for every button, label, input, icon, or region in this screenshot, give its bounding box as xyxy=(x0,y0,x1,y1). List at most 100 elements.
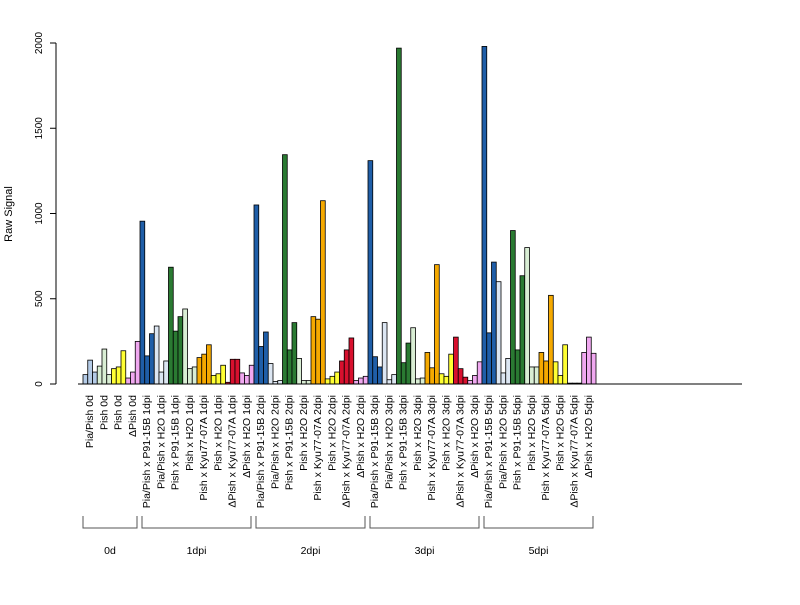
x-tick-label: Pia/Pish x H2O 5dpi xyxy=(497,395,509,489)
bar xyxy=(134,340,141,385)
bar xyxy=(210,375,217,385)
bar xyxy=(115,366,122,385)
bar xyxy=(220,364,226,385)
bar xyxy=(548,294,554,385)
x-tick-label: Pish x P91-15B 2dpi xyxy=(284,395,296,490)
bar xyxy=(172,330,179,385)
bar xyxy=(391,374,397,385)
bar xyxy=(286,349,293,385)
bar xyxy=(101,348,108,385)
bar xyxy=(396,47,402,385)
bars xyxy=(82,46,597,385)
bar xyxy=(377,366,383,385)
bar xyxy=(315,318,321,385)
bar xyxy=(130,371,136,385)
bar xyxy=(329,375,336,385)
group-bracket xyxy=(82,516,138,529)
bar xyxy=(206,344,212,385)
bar xyxy=(552,361,559,385)
bar xyxy=(510,230,516,385)
bar xyxy=(248,364,255,385)
bar xyxy=(586,336,592,385)
bar xyxy=(467,380,473,385)
bar xyxy=(324,378,331,385)
x-tick-label: Pish x P91-15B 1dpi xyxy=(170,395,182,490)
y-tick-label: 1500 xyxy=(34,117,45,140)
bar xyxy=(562,344,568,385)
x-tick-label: Pish x H2O 5dpi xyxy=(554,395,566,471)
bar xyxy=(82,374,89,385)
bar xyxy=(419,377,426,385)
bar xyxy=(320,200,326,385)
bar xyxy=(524,247,530,385)
y-tick-label: 1000 xyxy=(34,202,45,225)
bar xyxy=(505,358,511,385)
y-tick-label: 500 xyxy=(34,290,45,307)
bar xyxy=(187,368,193,385)
bar xyxy=(590,352,597,385)
x-tick-label: Pish x H2O 3dpi xyxy=(412,395,424,471)
x-tick-label: ΔPish 0d xyxy=(127,395,139,437)
bar xyxy=(410,327,416,385)
x-tick-label: ΔPish x H2O 1dpi xyxy=(241,395,253,478)
bar xyxy=(305,380,312,385)
group-label: 3dpi xyxy=(415,545,435,557)
bar xyxy=(92,371,98,385)
x-tick-label: Pia/Pish x H2O 1dpi xyxy=(155,395,167,489)
bar xyxy=(453,336,459,385)
x-tick-label: Pish 0d xyxy=(98,395,110,430)
bar xyxy=(310,316,317,385)
bar xyxy=(267,363,274,385)
bar xyxy=(111,368,117,385)
bar xyxy=(201,353,207,385)
x-tick-label: Pish x H2O 1dpi xyxy=(184,395,196,471)
bar xyxy=(139,220,146,385)
x-tick-label: Pish 0d xyxy=(113,395,125,430)
bar xyxy=(448,353,454,385)
bar xyxy=(500,372,507,385)
x-tick-label: Pia/Pish x P91-15B 2dpi xyxy=(255,395,267,508)
bar xyxy=(381,322,388,385)
y-tick-label: 2000 xyxy=(34,31,45,54)
x-tick-label: ΔPish x Kyu77-07A 1dpi xyxy=(227,395,239,508)
bar xyxy=(277,380,283,385)
bar xyxy=(191,366,198,385)
bar xyxy=(120,350,127,385)
x-tick-label: Pish x P91-15B 3dpi xyxy=(398,395,410,490)
bar xyxy=(557,375,564,385)
x-tick-label: Pia/Pish x P91-15B 1dpi xyxy=(141,395,153,508)
bar xyxy=(196,357,203,385)
x-tick-label: Pia/Pish x H2O 3dpi xyxy=(383,395,395,489)
x-tick-label: Pish x Kyu77-07A 2dpi xyxy=(312,395,324,501)
bar xyxy=(495,281,502,385)
bar xyxy=(581,352,587,385)
bar xyxy=(486,332,492,385)
bar xyxy=(476,361,483,385)
bar xyxy=(529,366,535,385)
group-bracket xyxy=(483,516,594,529)
bar xyxy=(125,377,131,385)
x-tick-label: ΔPish x H2O 5dpi xyxy=(583,395,595,478)
y-axis: 0 500 1000 1500 2000 xyxy=(34,31,57,387)
bar xyxy=(291,322,298,385)
bar xyxy=(158,371,165,385)
bar xyxy=(491,261,497,385)
group-bracket xyxy=(255,516,366,529)
bar xyxy=(301,380,307,385)
bar xyxy=(106,374,112,385)
bar xyxy=(462,376,469,385)
x-tick-label: Pish x H2O 3dpi xyxy=(440,395,452,471)
bar xyxy=(358,377,364,385)
bar xyxy=(457,368,464,385)
bar xyxy=(229,358,236,385)
bar xyxy=(415,378,421,385)
bar xyxy=(96,365,103,385)
bar xyxy=(472,375,478,385)
x-axis-labels: Pia/Pish 0d Pish 0d Pish 0d ΔPish 0d Pia/Pis… xyxy=(84,395,595,508)
bar xyxy=(334,371,340,385)
group-label: 5dpi xyxy=(529,545,549,557)
bar xyxy=(514,349,521,385)
bar xyxy=(168,266,174,385)
bar xyxy=(149,333,155,385)
